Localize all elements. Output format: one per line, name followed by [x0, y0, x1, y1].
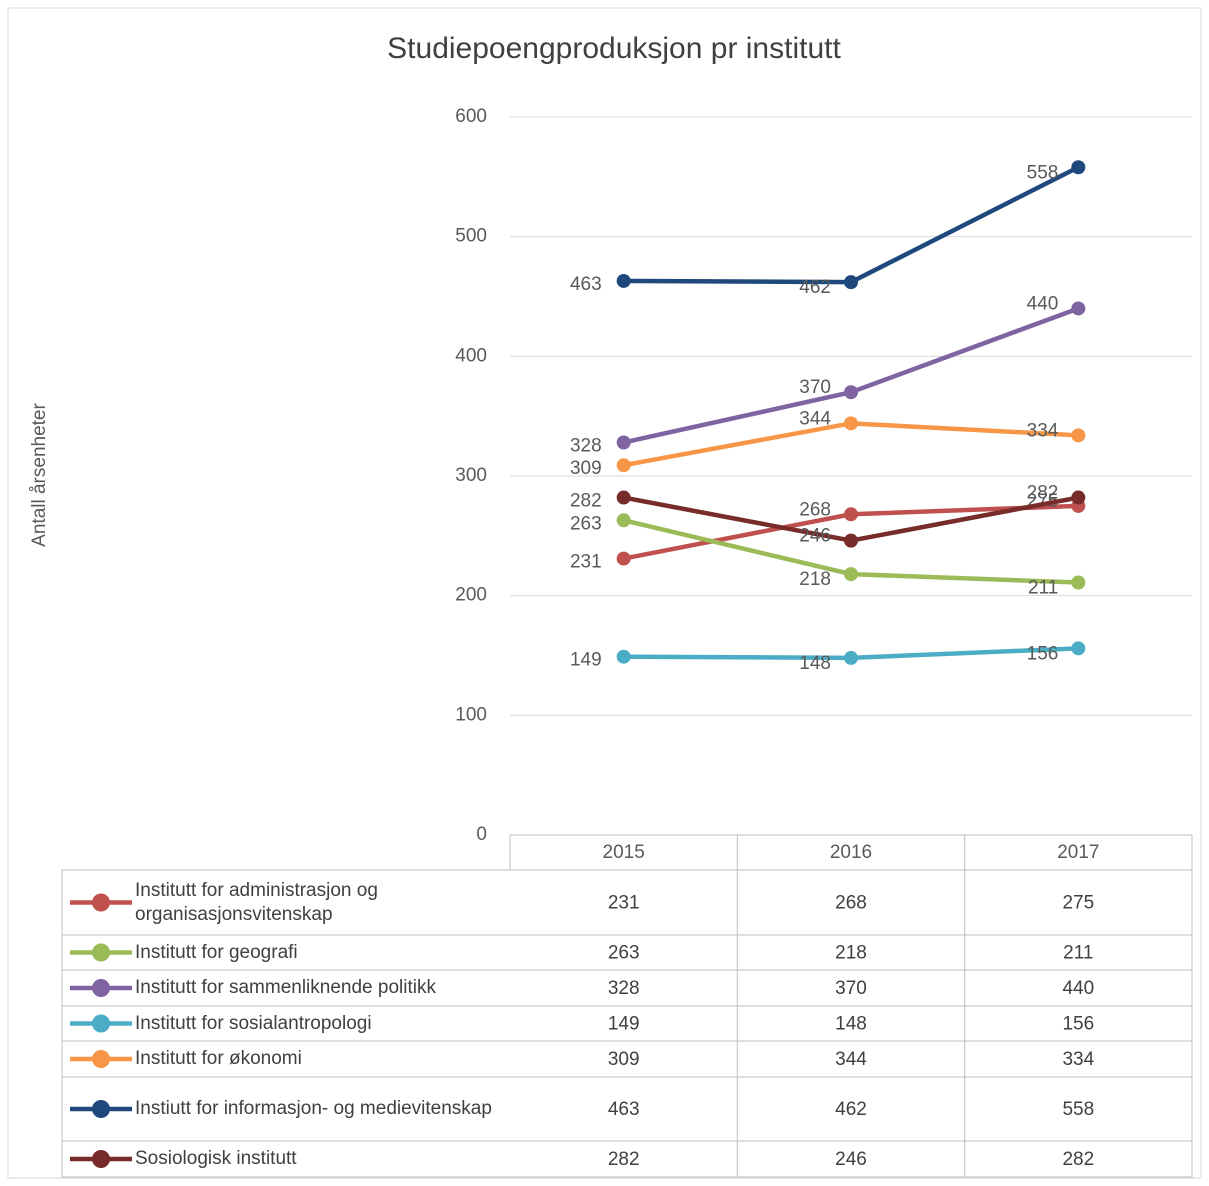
data-point	[1071, 301, 1086, 316]
table-value: 211	[1063, 943, 1093, 964]
data-point	[844, 416, 858, 431]
legend-cell: Institutt for sammenliknende politikk	[135, 977, 436, 998]
data-point	[616, 490, 631, 505]
data-point	[616, 435, 631, 450]
data-point	[1071, 641, 1086, 656]
table-value: 282	[608, 1149, 640, 1170]
legend-label: Sosiologisk institutt	[135, 1148, 297, 1169]
data-label: 218	[799, 569, 831, 590]
data-point	[616, 649, 631, 664]
data-label: 440	[1027, 293, 1059, 314]
legend-cell: Institutt for administrasjon og organisa…	[135, 879, 378, 925]
table-value: 148	[835, 1014, 867, 1035]
table-row	[61, 1140, 1193, 1178]
table-value: 218	[835, 943, 867, 964]
table-value: 309	[608, 1049, 640, 1070]
table-value: 440	[1062, 978, 1094, 999]
data-label: 211	[1028, 578, 1058, 599]
legend-cell: Institutt for geografi	[135, 941, 298, 963]
table-value: 462	[835, 1099, 867, 1120]
table-value: 558	[1062, 1099, 1094, 1120]
data-label: 148	[799, 653, 831, 674]
y-tick-label: 600	[455, 106, 487, 127]
data-point	[844, 385, 858, 400]
table-value: 334	[1062, 1049, 1094, 1070]
y-tick-label: 500	[455, 226, 487, 247]
legend-label: Institutt for økonomi	[135, 1048, 302, 1069]
data-point	[616, 273, 631, 288]
table-header: 2015	[603, 842, 645, 863]
legend-label: Institutt for sammenliknende politikk	[135, 977, 436, 998]
table-header: 2017	[1057, 842, 1099, 863]
data-label: 282	[1027, 483, 1059, 504]
data-point	[616, 513, 631, 528]
data-label: 328	[570, 436, 602, 457]
table-value: 344	[835, 1049, 867, 1070]
data-point	[1071, 160, 1086, 175]
legend-label: Institutt for administrasjon og organisa…	[135, 879, 378, 925]
data-label: 263	[570, 513, 602, 534]
chart-border	[7, 7, 1202, 1179]
data-point	[616, 551, 631, 566]
data-label: 231	[570, 552, 602, 573]
data-point	[1071, 428, 1086, 443]
table-value: 275	[1062, 893, 1094, 914]
data-point	[616, 458, 631, 473]
y-tick-label: 200	[455, 585, 487, 606]
data-point	[844, 275, 858, 290]
data-point	[844, 567, 858, 582]
table-value: 268	[835, 893, 867, 914]
data-label: 462	[799, 277, 831, 298]
data-label: 558	[1027, 162, 1059, 183]
table-header: 2016	[830, 842, 872, 863]
table-value: 328	[608, 978, 640, 999]
legend-key-marker	[92, 893, 110, 912]
data-label: 149	[570, 650, 602, 671]
table-value: 149	[608, 1014, 640, 1035]
data-label: 370	[799, 377, 831, 398]
chart-title: Studiepoengproduksjon pr institutt	[387, 32, 841, 65]
legend-key-marker	[92, 943, 110, 962]
data-label: 268	[799, 499, 831, 520]
legend-key-marker	[92, 1150, 110, 1168]
data-label: 344	[799, 408, 831, 429]
legend-cell: Sosiologisk institutt	[135, 1148, 297, 1169]
data-point	[1071, 575, 1086, 590]
legend-cell: Institutt for økonomi	[135, 1048, 302, 1069]
legend-cell: Institutt for sosialantropologi	[135, 1012, 372, 1034]
legend-key-marker	[92, 1100, 110, 1118]
table-value: 231	[608, 893, 640, 914]
y-tick-label: 100	[455, 704, 487, 725]
data-label: 156	[1027, 643, 1059, 664]
legend-key-marker	[92, 1014, 110, 1033]
legend-label: Institutt for geografi	[135, 941, 298, 963]
y-tick-label: 400	[455, 345, 487, 366]
data-point	[844, 507, 858, 522]
table-value: 463	[608, 1099, 640, 1120]
table-value: 246	[835, 1149, 867, 1170]
table-value: 370	[835, 978, 867, 999]
data-label: 334	[1027, 420, 1059, 441]
legend-cell: Instiutt for informasjon- og medievitens…	[135, 1098, 492, 1119]
data-point	[1071, 490, 1086, 505]
data-point	[844, 533, 858, 548]
y-axis-title: Antall årsenheter	[29, 403, 50, 547]
data-label: 246	[799, 526, 831, 547]
data-label: 309	[570, 458, 602, 479]
table-value: 282	[1062, 1149, 1094, 1170]
data-label: 282	[570, 491, 602, 512]
legend-key-marker	[92, 1050, 110, 1068]
table-value: 156	[1062, 1014, 1094, 1035]
y-tick-label: 300	[455, 465, 487, 486]
data-point	[844, 650, 858, 665]
y-tick-label: 0	[476, 824, 487, 845]
legend-label: Instiutt for informasjon- og medievitens…	[135, 1098, 492, 1119]
legend-label: Institutt for sosialantropologi	[135, 1012, 372, 1034]
legend-key-marker	[92, 979, 110, 997]
table-value: 263	[608, 943, 640, 964]
data-label: 463	[570, 274, 602, 295]
